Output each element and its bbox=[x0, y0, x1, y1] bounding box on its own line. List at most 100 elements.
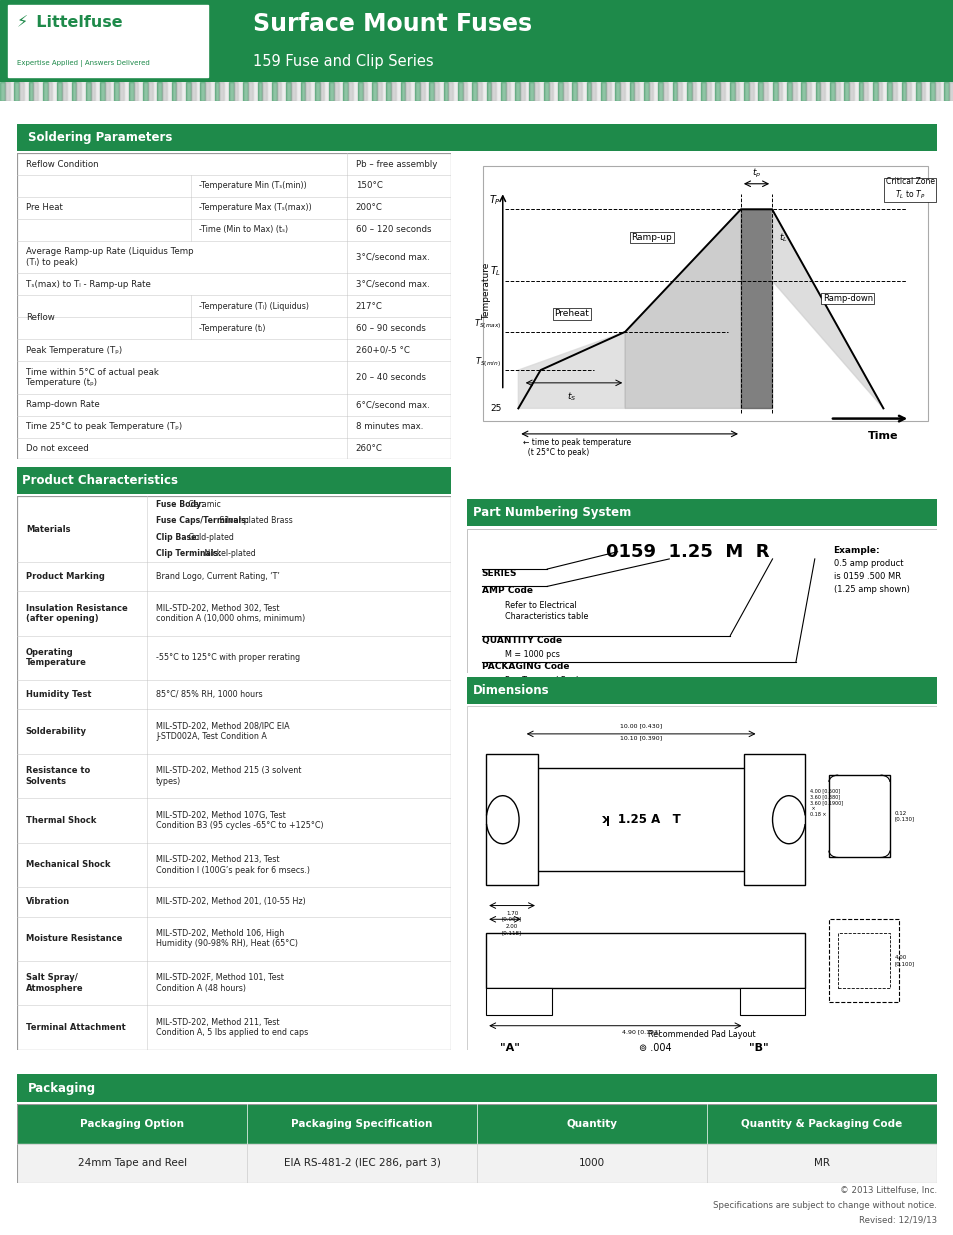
Bar bbox=[367, 82, 372, 101]
Bar bbox=[17, 798, 451, 842]
Text: MR: MR bbox=[813, 1158, 829, 1168]
Bar bbox=[343, 82, 348, 101]
Text: $T_P$: $T_P$ bbox=[489, 193, 501, 206]
Bar bbox=[905, 82, 910, 101]
Bar bbox=[658, 82, 662, 101]
Bar bbox=[743, 755, 804, 885]
Text: Reflow Condition: Reflow Condition bbox=[26, 159, 98, 169]
Text: Operating
Temperature: Operating Temperature bbox=[26, 648, 87, 667]
Bar bbox=[17, 175, 451, 196]
Bar bbox=[615, 82, 619, 101]
Text: Ramp-up: Ramp-up bbox=[631, 233, 672, 242]
Text: ← time to peak temperature
  (t 25°C to peak): ← time to peak temperature (t 25°C to pe… bbox=[522, 437, 630, 457]
Bar bbox=[415, 82, 419, 101]
Bar bbox=[233, 82, 238, 101]
Text: MIL-STD-202, Method 302, Test
condition A (10,000 ohms, minimum): MIL-STD-202, Method 302, Test condition … bbox=[156, 604, 305, 622]
Bar bbox=[267, 82, 272, 101]
Bar bbox=[62, 82, 67, 101]
Bar bbox=[667, 82, 672, 101]
Bar bbox=[910, 82, 915, 101]
Bar bbox=[810, 82, 815, 101]
Text: 1000: 1000 bbox=[578, 1158, 604, 1168]
Bar bbox=[872, 82, 877, 101]
Bar bbox=[305, 82, 310, 101]
Bar bbox=[19, 82, 24, 101]
Text: -Temperature Min (Tₛ(min)): -Temperature Min (Tₛ(min)) bbox=[199, 182, 307, 190]
Text: MIL-STD-202, Method 107G, Test
Condition B3 (95 cycles -65°C to +125°C): MIL-STD-202, Method 107G, Test Condition… bbox=[156, 810, 323, 830]
Bar bbox=[376, 82, 381, 101]
Bar bbox=[391, 82, 395, 101]
Bar bbox=[372, 82, 376, 101]
Bar bbox=[891, 82, 896, 101]
Bar bbox=[434, 82, 438, 101]
Bar bbox=[17, 1005, 451, 1050]
Bar bbox=[17, 562, 451, 592]
Text: Characteristics table: Characteristics table bbox=[504, 613, 588, 621]
Bar bbox=[17, 153, 451, 175]
Bar bbox=[720, 82, 724, 101]
Bar bbox=[152, 82, 157, 101]
Text: 6°C/second max.: 6°C/second max. bbox=[355, 400, 429, 409]
Text: 10.10 [0.390]: 10.10 [0.390] bbox=[619, 736, 661, 741]
Bar bbox=[605, 82, 610, 101]
Bar bbox=[496, 82, 500, 101]
Text: Average Ramp-up Rate (Liquidus Temp
(Tₗ) to peak): Average Ramp-up Rate (Liquidus Temp (Tₗ)… bbox=[26, 247, 193, 267]
Bar bbox=[491, 82, 496, 101]
Bar bbox=[17, 1144, 936, 1183]
Text: Moisture Resistance: Moisture Resistance bbox=[26, 935, 122, 944]
Text: Quantity: Quantity bbox=[566, 1119, 617, 1129]
Bar bbox=[758, 82, 762, 101]
Bar bbox=[791, 82, 796, 101]
Text: 260°C: 260°C bbox=[355, 443, 382, 453]
Text: 159 Fuse and Clip Series: 159 Fuse and Clip Series bbox=[253, 53, 433, 69]
Bar bbox=[17, 961, 451, 1005]
Bar bbox=[538, 82, 543, 101]
Bar bbox=[186, 82, 191, 101]
Bar bbox=[848, 82, 853, 101]
Bar bbox=[748, 82, 753, 101]
Bar bbox=[610, 82, 615, 101]
Text: MIL-STD-202, Method 201, (10-55 Hz): MIL-STD-202, Method 201, (10-55 Hz) bbox=[156, 898, 306, 906]
Bar bbox=[886, 82, 891, 101]
Bar bbox=[672, 82, 677, 101]
Text: 3°C/second max.: 3°C/second max. bbox=[355, 280, 429, 289]
Bar bbox=[662, 82, 667, 101]
Bar bbox=[162, 82, 167, 101]
Text: Vibration: Vibration bbox=[26, 898, 70, 906]
Bar bbox=[443, 82, 448, 101]
Bar bbox=[924, 82, 929, 101]
Text: $t_L$: $t_L$ bbox=[778, 231, 786, 243]
Bar bbox=[24, 82, 29, 101]
Bar bbox=[828, 919, 899, 1002]
Bar bbox=[272, 82, 276, 101]
Text: Quantity & Packaging Code: Quantity & Packaging Code bbox=[740, 1119, 902, 1129]
Bar bbox=[10, 82, 14, 101]
Bar bbox=[429, 82, 434, 101]
Text: 60 – 90 seconds: 60 – 90 seconds bbox=[355, 324, 425, 332]
Bar bbox=[453, 82, 457, 101]
Bar bbox=[677, 82, 681, 101]
Bar bbox=[920, 82, 924, 101]
Bar bbox=[0, 82, 5, 101]
Text: ⊚ .004: ⊚ .004 bbox=[639, 1042, 671, 1053]
Text: Pb – free assembly: Pb – free assembly bbox=[355, 159, 436, 169]
Bar bbox=[896, 82, 901, 101]
Bar bbox=[191, 82, 195, 101]
Bar bbox=[410, 82, 415, 101]
Text: © 2013 Littelfuse, Inc.: © 2013 Littelfuse, Inc. bbox=[839, 1186, 936, 1194]
Bar bbox=[386, 82, 391, 101]
Bar bbox=[462, 82, 467, 101]
Bar bbox=[481, 82, 486, 101]
Bar bbox=[581, 82, 586, 101]
Bar bbox=[17, 361, 451, 394]
Bar bbox=[801, 82, 805, 101]
Bar bbox=[862, 82, 867, 101]
Bar bbox=[157, 82, 162, 101]
Bar bbox=[17, 753, 451, 798]
Bar bbox=[110, 82, 114, 101]
Bar bbox=[715, 82, 720, 101]
Bar bbox=[600, 82, 605, 101]
Bar bbox=[17, 592, 451, 636]
Bar bbox=[395, 82, 400, 101]
Bar bbox=[17, 636, 451, 680]
